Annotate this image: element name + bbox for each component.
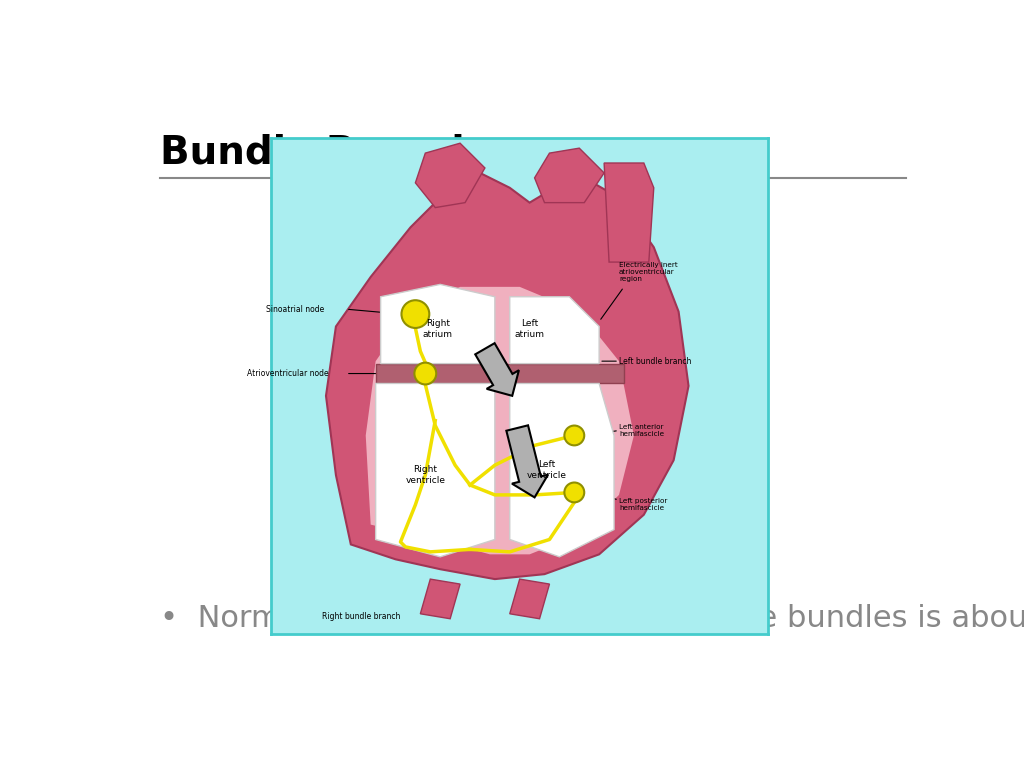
FancyArrow shape: [506, 425, 548, 498]
Text: Right bundle branch: Right bundle branch: [322, 612, 400, 621]
Text: Left
atrium: Left atrium: [515, 319, 545, 339]
Polygon shape: [421, 579, 460, 619]
Text: Electrically inert
atrioventricular
region: Electrically inert atrioventricular regi…: [618, 262, 678, 282]
Text: Left
ventricle: Left ventricle: [527, 461, 567, 480]
Text: Bundle Branches: Bundle Branches: [160, 134, 528, 171]
Polygon shape: [366, 287, 634, 554]
Text: Atrioventricular node: Atrioventricular node: [247, 369, 328, 378]
Circle shape: [564, 425, 585, 445]
Polygon shape: [510, 579, 550, 619]
Text: Right
ventricle: Right ventricle: [406, 465, 445, 485]
Polygon shape: [376, 363, 624, 383]
Polygon shape: [376, 383, 495, 557]
Text: •  Normal conduction speed through the bundles is about 0. 1 seconds: • Normal conduction speed through the bu…: [160, 604, 1024, 633]
Polygon shape: [510, 296, 599, 363]
Text: Right
atrium: Right atrium: [423, 319, 453, 339]
Polygon shape: [510, 383, 614, 557]
Text: Left posterior
hemifascicle: Left posterior hemifascicle: [618, 498, 668, 511]
Text: Left anterior
hemifascicle: Left anterior hemifascicle: [618, 424, 665, 437]
Polygon shape: [416, 143, 485, 207]
Text: Left bundle branch: Left bundle branch: [618, 356, 691, 366]
Polygon shape: [381, 284, 495, 363]
Polygon shape: [326, 173, 688, 579]
Text: Sinoatrial node: Sinoatrial node: [266, 305, 325, 313]
Polygon shape: [604, 163, 653, 262]
Circle shape: [564, 482, 585, 502]
Polygon shape: [535, 148, 604, 203]
Circle shape: [401, 300, 429, 328]
FancyArrow shape: [475, 343, 519, 396]
Circle shape: [415, 362, 436, 385]
